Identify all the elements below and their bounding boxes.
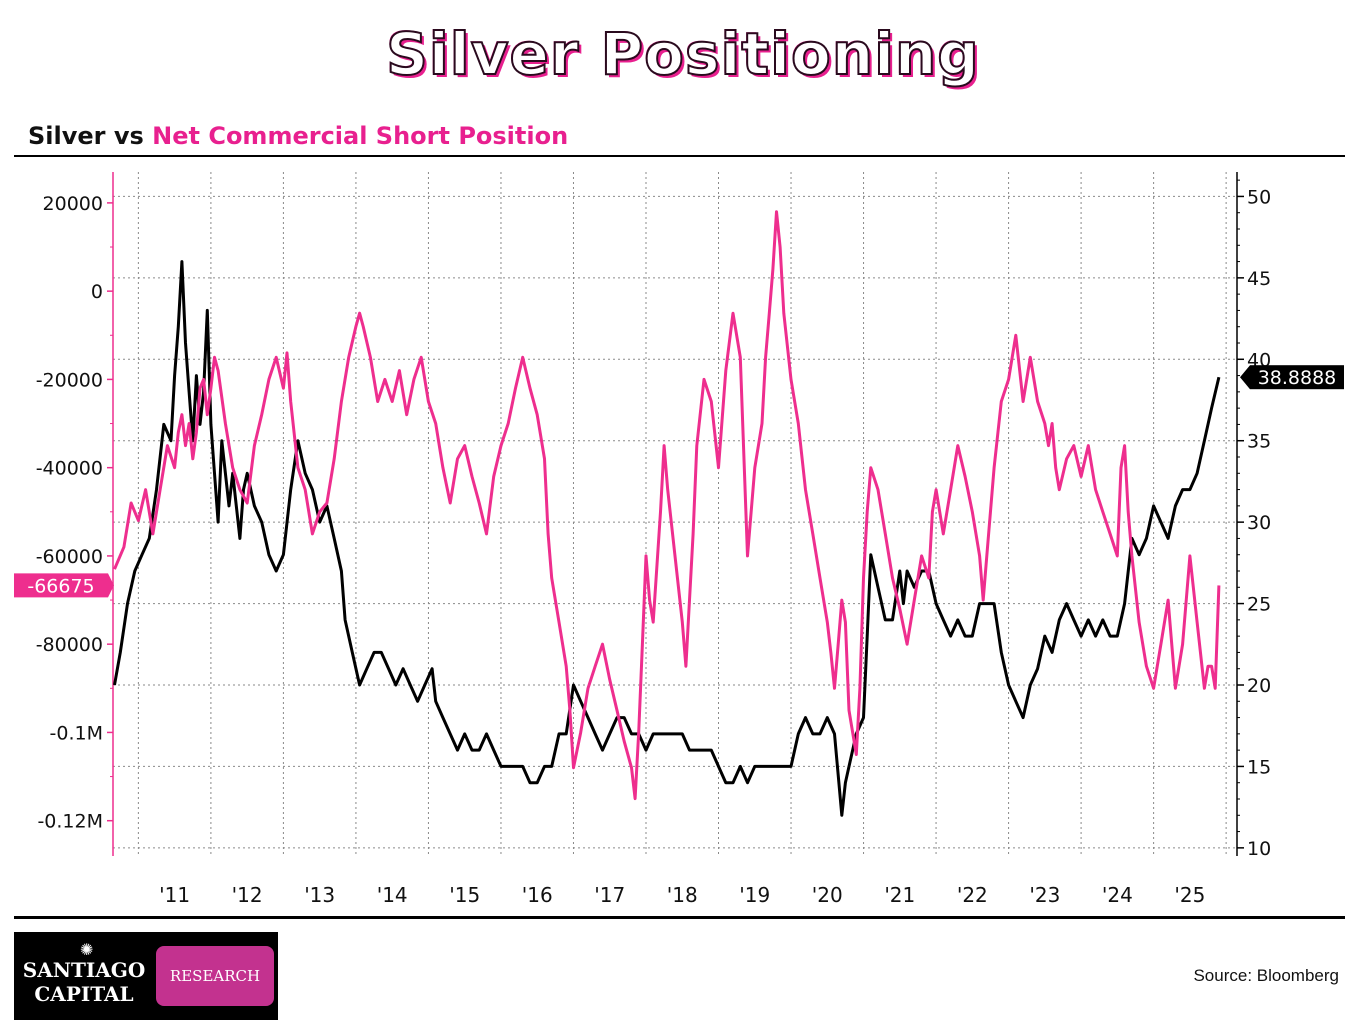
- x-axis-tick-label: '22: [957, 883, 988, 907]
- santiago-capital-logo: ✺ Santiago Capital RESEARCH: [14, 932, 278, 1020]
- right-axis-tick-label: 45: [1247, 268, 1271, 290]
- right-axis-tick-label: 20: [1247, 675, 1271, 697]
- left-axis-tick-label: -80000: [36, 634, 103, 656]
- chart-subtitle: Silver vs Net Commercial Short Position: [28, 122, 568, 150]
- x-axis-tick-label: '12: [232, 883, 263, 907]
- x-axis-tick-label: '20: [812, 883, 843, 907]
- x-axis-tick-label: '24: [1102, 883, 1133, 907]
- left-last-value-pointer: [108, 573, 114, 598]
- right-last-value-pointer: [1240, 365, 1250, 390]
- x-axis-tick-label: '13: [304, 883, 335, 907]
- x-axis-tick-label: '11: [159, 883, 190, 907]
- right-last-value-box: [1250, 365, 1344, 390]
- right-axis-tick-label: 35: [1247, 431, 1271, 453]
- research-badge: RESEARCH: [156, 946, 274, 1006]
- page-title: Silver Positioning: [385, 19, 980, 89]
- x-axis-tick-label: '19: [739, 883, 770, 907]
- x-axis-tick-label: '25: [1174, 883, 1205, 907]
- left-last-value-label: -66675: [27, 575, 94, 597]
- commercial-short-line: [113, 210, 1221, 801]
- x-axis-tick-label: '17: [594, 883, 625, 907]
- left-axis-tick-label: -40000: [36, 458, 103, 480]
- logo-line-1: Santiago: [22, 958, 146, 982]
- chart: 20000 0 -20000 -40000 -60000 -80000 -0.1M -0.12…: [14, 172, 1344, 907]
- right-axis-tick-label: 50: [1247, 186, 1271, 208]
- top-divider: [14, 155, 1345, 157]
- logo-line-2: Capital: [34, 982, 134, 1006]
- silver-price-line: [113, 260, 1221, 817]
- right-axis-tick-label: 25: [1247, 594, 1271, 616]
- left-axis-tick-label: -20000: [36, 369, 103, 391]
- right-axis-tick-label: 10: [1247, 838, 1271, 860]
- x-axis-tick-label: '14: [377, 883, 408, 907]
- left-last-value-box: [14, 573, 108, 598]
- left-axis-tick-label: 20000: [43, 193, 103, 215]
- bottom-divider: [14, 916, 1345, 919]
- logo-emblem-icon: ✺: [80, 940, 94, 959]
- subtitle-commercial: Net Commercial Short Position: [152, 122, 569, 150]
- left-axis-tick-label: -0.1M: [50, 722, 103, 744]
- x-axis-tick-label: '15: [449, 883, 480, 907]
- left-axis-tick-label: 0: [91, 281, 103, 303]
- source-note: Source: Bloomberg: [1193, 966, 1339, 985]
- right-axis-tick-label: 30: [1247, 512, 1271, 534]
- subtitle-silver: Silver vs: [28, 122, 153, 150]
- x-axis-tick-label: '18: [667, 883, 698, 907]
- x-axis-tick-label: '21: [884, 883, 915, 907]
- right-axis-tick-label: 15: [1247, 756, 1271, 778]
- left-axis-tick-label: -0.12M: [37, 811, 103, 833]
- x-axis-tick-label: '23: [1029, 883, 1060, 907]
- x-axis-tick-label: '16: [522, 883, 553, 907]
- logo-wordmark: Santiago Capital: [20, 958, 148, 1006]
- right-last-value-label: 38.8888: [1258, 367, 1337, 389]
- left-axis-tick-label: -60000: [36, 546, 103, 568]
